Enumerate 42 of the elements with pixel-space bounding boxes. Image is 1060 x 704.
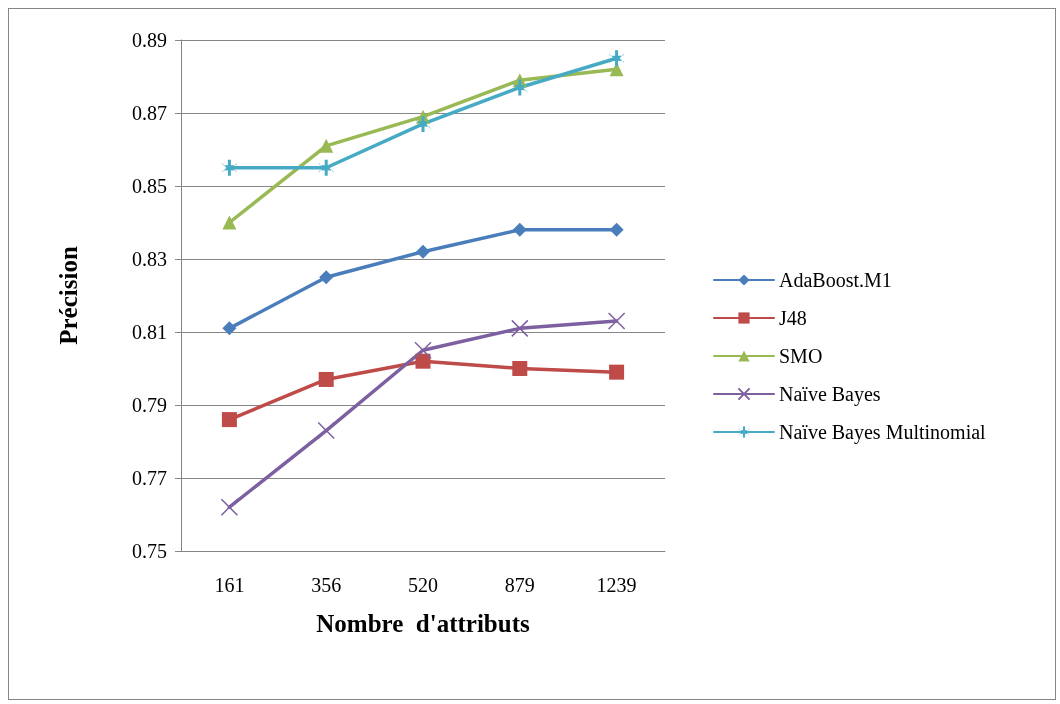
y-tick-label: 0.75 [132, 540, 167, 562]
point [221, 159, 238, 176]
point [319, 270, 334, 285]
point [607, 312, 626, 330]
point [319, 138, 334, 153]
point [222, 215, 237, 230]
y-tick-label: 0.81 [132, 321, 167, 343]
point [415, 115, 431, 132]
legend-label: J48 [779, 307, 807, 329]
point [221, 412, 237, 428]
y-tick-label: 0.79 [132, 394, 167, 416]
x-tick-label: 1239 [596, 574, 637, 596]
y-tick-label: 0.89 [132, 29, 167, 51]
y-tick-label: 0.83 [132, 248, 167, 270]
point [414, 341, 432, 359]
x-tick-label: 879 [504, 574, 535, 596]
x-tick-label: 161 [214, 574, 245, 596]
point [609, 364, 625, 380]
legend-label: Naïve Bayes Multinomial [779, 421, 987, 444]
point [415, 353, 431, 369]
y-tick-label: 0.77 [132, 467, 167, 489]
point [318, 159, 335, 176]
y-tick-label: 0.87 [132, 102, 167, 124]
y-tick-label: 0.85 [132, 175, 167, 197]
y-axis-title: Précision [55, 246, 82, 345]
point [609, 222, 624, 237]
point [512, 361, 528, 376]
legend-label: SMO [779, 345, 823, 367]
legend-label: AdaBoost.M1 [779, 269, 892, 291]
point [222, 321, 237, 336]
point [318, 371, 334, 387]
point [511, 319, 529, 338]
point [511, 79, 528, 96]
point [317, 421, 335, 440]
point [608, 50, 625, 67]
point [220, 498, 239, 516]
legend-label: Naïve Bayes [779, 383, 881, 406]
x-axis-title: Nombre d'attributs [316, 610, 530, 637]
x-tick-label: 356 [311, 574, 342, 596]
point [512, 222, 527, 237]
point [416, 244, 430, 259]
x-tick-label: 520 [408, 574, 438, 596]
